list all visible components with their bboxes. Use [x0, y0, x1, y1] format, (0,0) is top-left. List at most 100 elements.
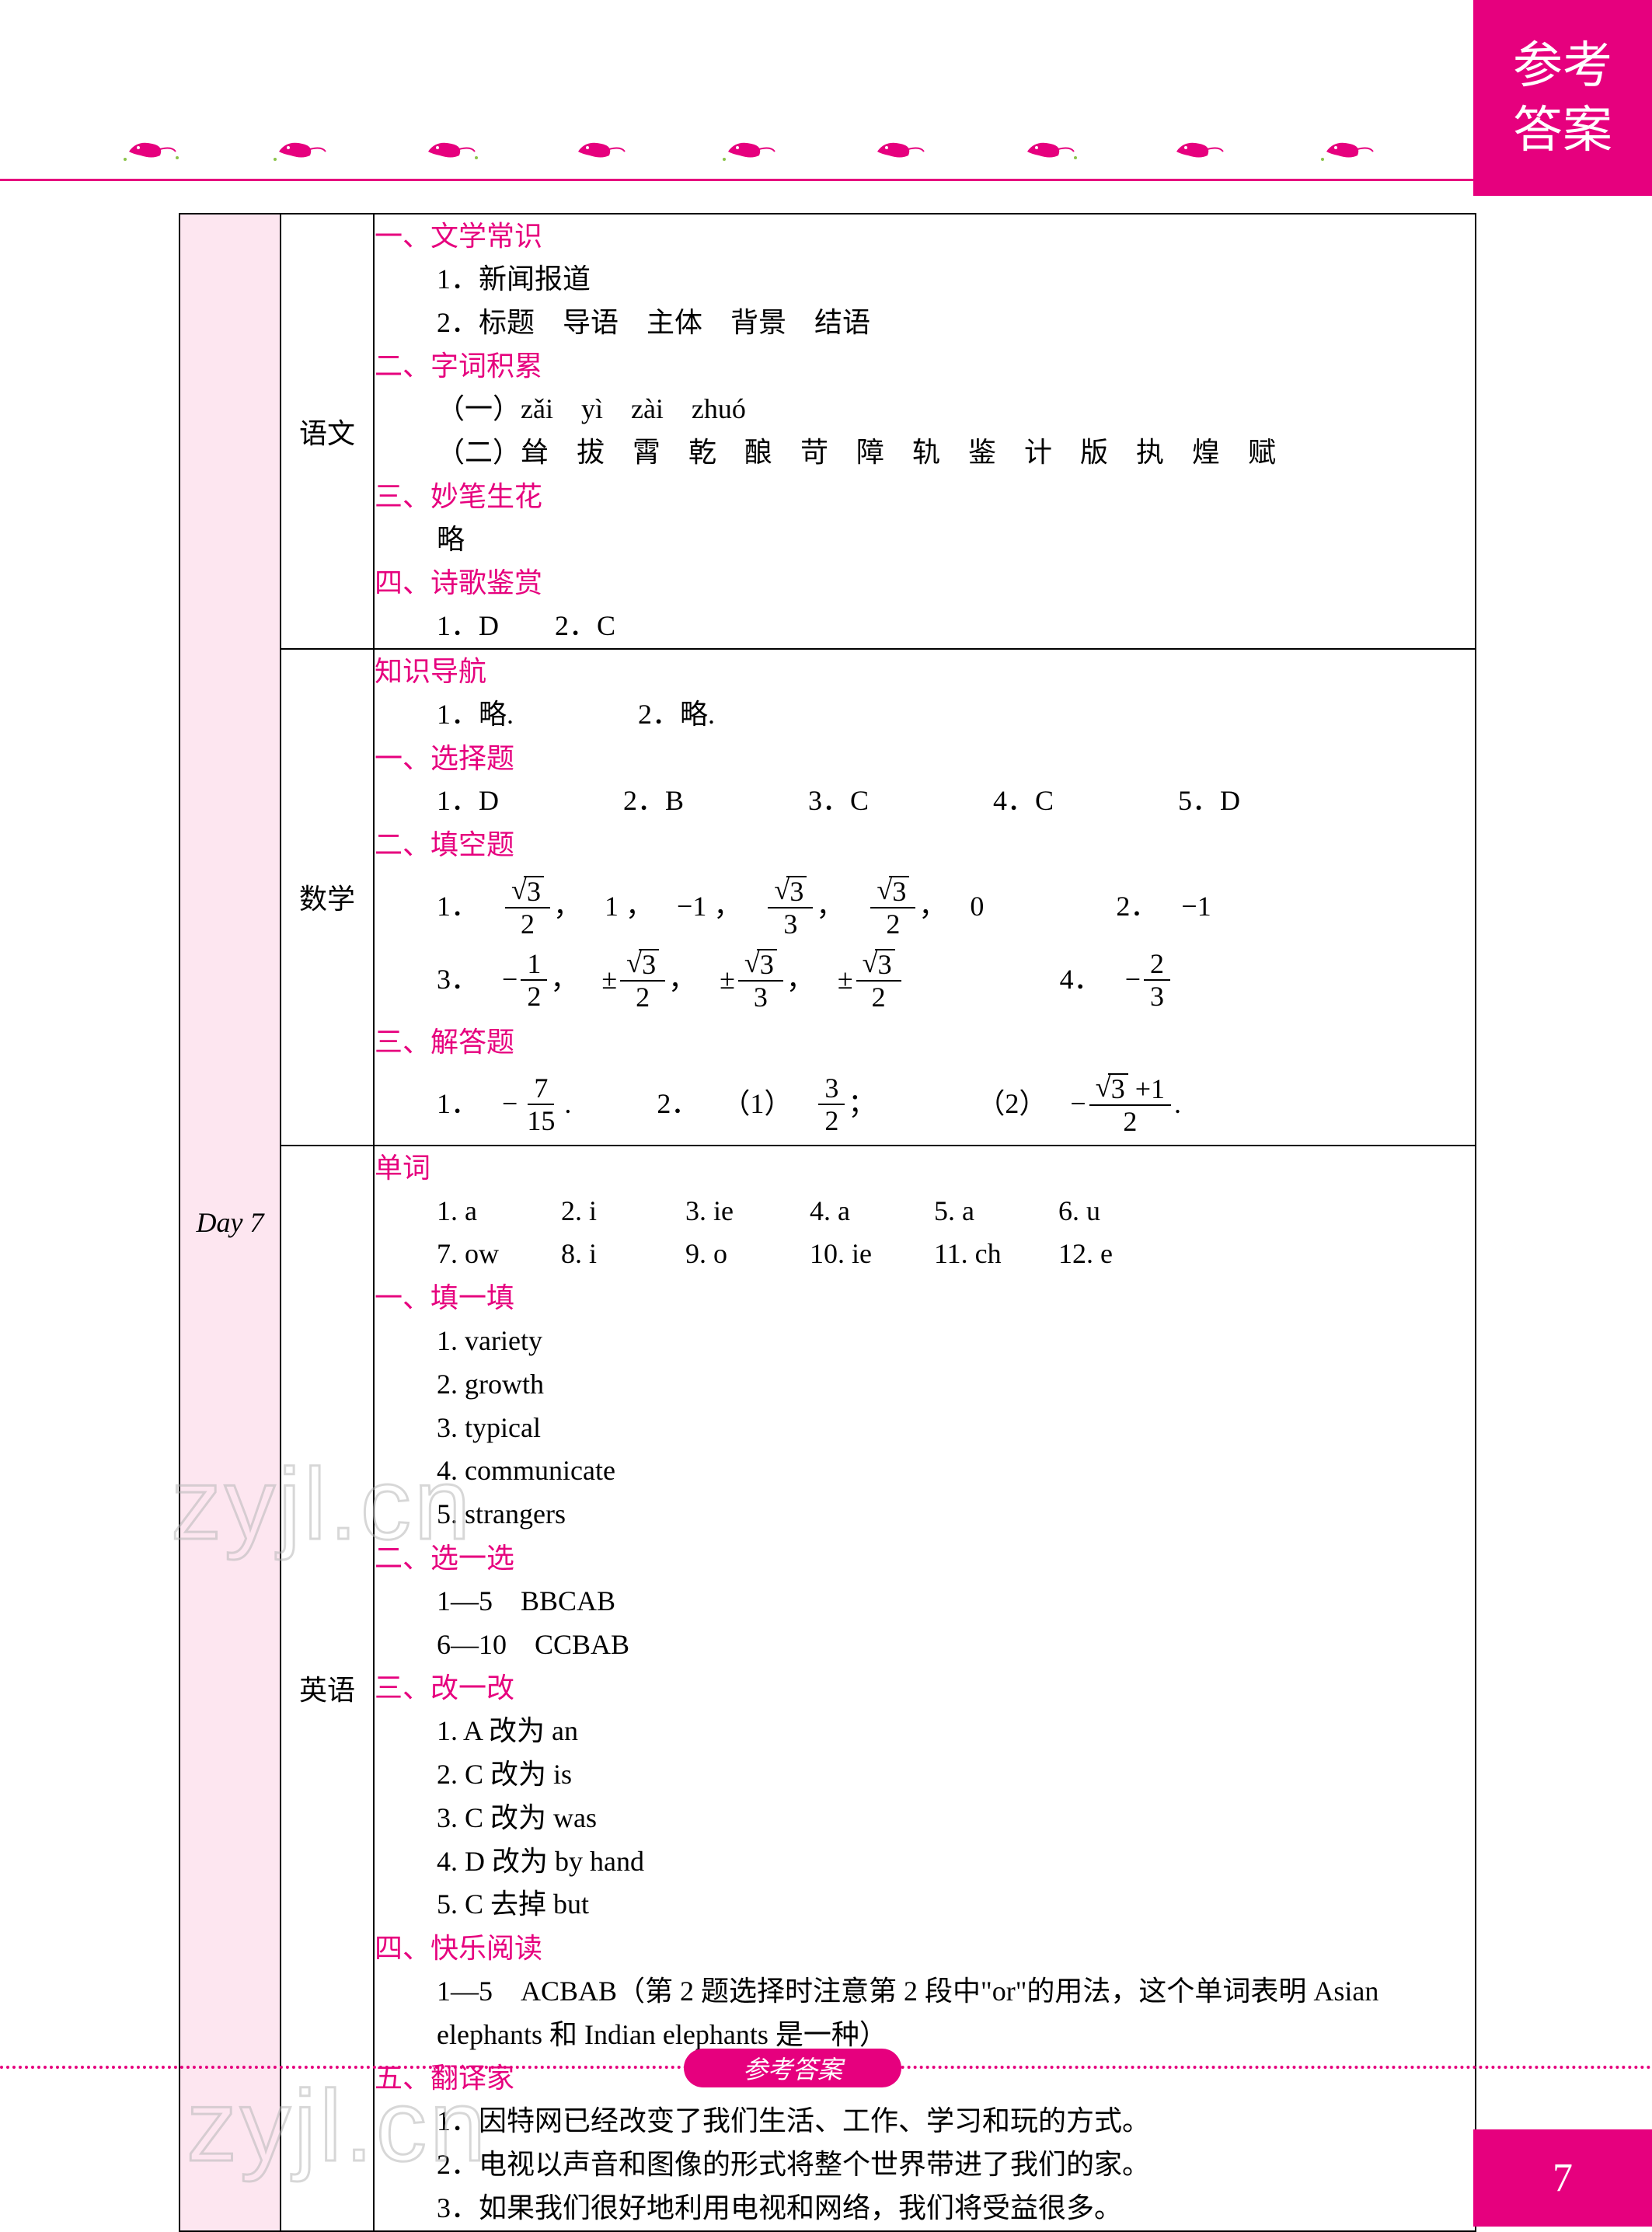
math-content: 知识导航 1．略. 2．略. 一、选择题 1．D 2．B 3．C 4．C 5．D…	[374, 649, 1476, 1146]
fill-val: ±33 ，	[720, 947, 814, 1013]
answer-line: 略	[375, 518, 1475, 562]
fill-val: ±32 ，	[601, 947, 696, 1013]
bird-icon	[121, 132, 183, 163]
fill-item: 4. communicate	[375, 1449, 1475, 1493]
section-head: 四、诗歌鉴赏	[375, 561, 1475, 605]
word-item: 9. o	[685, 1233, 810, 1276]
bird-icon	[271, 132, 333, 163]
translate-item: 1．因特网已经改变了我们生活、工作、学习和玩的方式。	[375, 2100, 1475, 2143]
correct-item: 3. C 改为 was	[375, 1797, 1475, 1840]
bird-row	[0, 132, 1652, 163]
subject-math: 数学	[281, 649, 374, 1146]
word-row-2: 7. ow 8. i 9. o 10. ie 11. ch 12. e	[375, 1233, 1475, 1276]
section-head: 知识导航	[375, 650, 1475, 693]
answer-line: 2．标题 导语 主体 背景 结语	[375, 302, 1475, 345]
section-head: 三、改一改	[375, 1666, 1475, 1710]
fill-row-1: 1． 32 ， 1 ， −1 ， 33 ， 32 ， 0 2． −1	[375, 874, 1475, 940]
tab-line2: 答案	[1513, 98, 1612, 162]
answer-line: （二）耸 拔 霄 乾 酿 苛 障 轨 鉴 计 版 执 煌 赋	[375, 431, 1475, 475]
answer-line: 1．D 2．B 3．C 4．C 5．D	[375, 779, 1475, 823]
reading-text: 1—5 ACBAB（第 2 题选择时注意第 2 段中"or"的用法，这个单词表明…	[375, 1970, 1475, 2057]
tab-line1: 参考	[1513, 33, 1612, 98]
bird-icon	[1019, 132, 1082, 163]
side-tab: 参考 答案	[1473, 0, 1652, 196]
answer-line: 1．略. 2．略.	[375, 693, 1475, 737]
answer-table: Day 7 语文 一、文学常识 1．新闻报道 2．标题 导语 主体 背景 结语 …	[179, 213, 1476, 2232]
header-decoration	[0, 132, 1652, 176]
fill-val: −23	[1125, 948, 1173, 1012]
header-divider	[0, 179, 1652, 181]
word-item: 3. ie	[685, 1190, 810, 1233]
word-item: 2. i	[561, 1190, 685, 1233]
fill-val: 33 ，	[765, 874, 844, 940]
fill-label: 2．	[1116, 885, 1158, 929]
solve-part: （2）	[977, 1083, 1047, 1126]
bird-icon	[420, 132, 483, 163]
bird-icon	[720, 132, 782, 163]
section-head: 单词	[375, 1146, 1475, 1190]
bird-icon	[1169, 132, 1231, 163]
section-head: 二、字词积累	[375, 344, 1475, 388]
fill-val: −1	[1181, 885, 1211, 929]
word-item: 1. a	[437, 1190, 561, 1233]
fill-val: 32 ，	[867, 874, 946, 940]
correct-item: 1. A 改为 an	[375, 1710, 1475, 1753]
word-item: 8. i	[561, 1233, 685, 1276]
correct-item: 4. D 改为 by hand	[375, 1840, 1475, 1884]
word-item: 10. ie	[810, 1233, 934, 1276]
word-row-1: 1. a 2. i 3. ie 4. a 5. a 6. u	[375, 1190, 1475, 1233]
correct-item: 2. C 改为 is	[375, 1753, 1475, 1797]
answer-line: 1．D 2．C	[375, 605, 1475, 648]
translate-item: 3．如果我们很好地利用电视和网络，我们将受益很多。	[375, 2187, 1475, 2230]
bird-icon	[870, 132, 932, 163]
fill-item: 5. strangers	[375, 1493, 1475, 1536]
fill-label: 1．	[437, 885, 479, 929]
fill-label: 3．	[437, 958, 479, 1002]
fill-val: 32 ，	[502, 874, 581, 940]
section-head: 一、选择题	[375, 737, 1475, 780]
section-head: 二、选一选	[375, 1536, 1475, 1580]
word-item: 7. ow	[437, 1233, 561, 1276]
section-head: 五、翻译家	[375, 2056, 1475, 2100]
page-number: 7	[1473, 2129, 1652, 2227]
solve-val: 32 ；	[815, 1072, 876, 1136]
section-head: 三、妙笔生花	[375, 475, 1475, 518]
section-head: 一、文学常识	[375, 214, 1475, 258]
fill-label: 4．	[1060, 958, 1102, 1002]
solve-label: 1．	[437, 1083, 479, 1126]
word-item: 4. a	[810, 1190, 934, 1233]
section-head: 二、填空题	[375, 823, 1475, 867]
solve-val: −715 .	[502, 1072, 571, 1136]
watermark: zyjl.cn	[186, 2067, 489, 2184]
fill-item: 1. variety	[375, 1320, 1475, 1363]
word-item: 11. ch	[934, 1233, 1058, 1276]
answer-line: （一）zǎi yì zài zhuó	[375, 388, 1475, 431]
solve-part: （1）	[722, 1083, 792, 1126]
chinese-content: 一、文学常识 1．新闻报道 2．标题 导语 主体 背景 结语 二、字词积累 （一…	[374, 214, 1476, 649]
fill-val: 0	[970, 885, 984, 929]
mc-answer: 4．C	[993, 779, 1054, 823]
fill-item: 3. typical	[375, 1407, 1475, 1450]
fill-val: ±32	[838, 947, 904, 1013]
footer-badge: 参考答案	[684, 2049, 901, 2087]
fill-row-2: 3． −12 ， ±32 ， ±33 ， ±32 4． −23	[375, 947, 1475, 1013]
section-head: 一、填一填	[375, 1276, 1475, 1320]
solve-label: 2．	[657, 1083, 699, 1126]
word-item: 12. e	[1058, 1233, 1183, 1276]
mc-answer: 5．D	[1178, 779, 1240, 823]
choice-item: 6—10 CCBAB	[375, 1623, 1475, 1667]
section-head: 三、解答题	[375, 1020, 1475, 1064]
nav-item: 1．略.	[437, 693, 514, 737]
answer-line: 1．新闻报道	[375, 258, 1475, 302]
translate-item: 2．电视以声音和图像的形式将整个世界带进了我们的家。	[375, 2143, 1475, 2187]
bird-icon	[570, 132, 633, 163]
correct-item: 5. C 去掉 but	[375, 1883, 1475, 1927]
fill-item: 2. growth	[375, 1363, 1475, 1407]
fill-val: 1 ，	[605, 885, 653, 929]
fill-val: −12 ，	[502, 948, 578, 1012]
solve-val: −3 +12 .	[1070, 1072, 1181, 1137]
nav-item: 2．略.	[638, 693, 715, 737]
fill-val: −1 ，	[677, 885, 741, 929]
bird-icon	[1319, 132, 1381, 163]
solve-row: 1． −715 . 2． （1） 32 ； （2） −3 +12 .	[375, 1072, 1475, 1137]
